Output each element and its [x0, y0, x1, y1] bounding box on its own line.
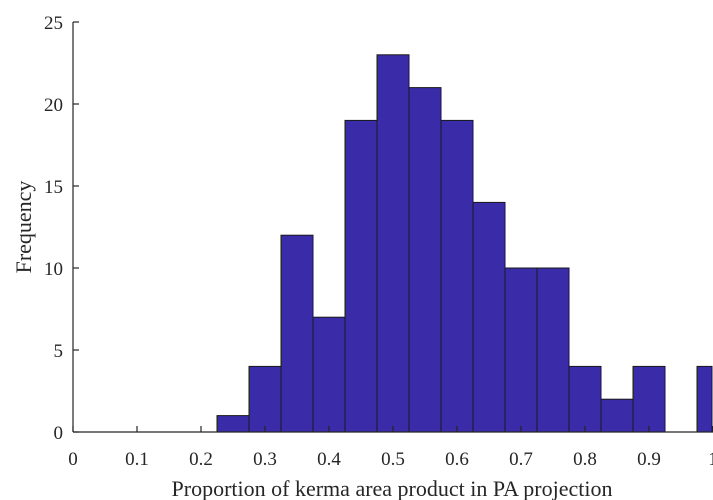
- histogram-bar-5: [376, 54, 410, 433]
- y-tick-label-4: 20: [44, 95, 63, 116]
- y-axis-title: Frequency: [11, 181, 36, 274]
- histogram-bar-1: [248, 365, 282, 433]
- histogram-bar-3: [312, 316, 346, 433]
- histogram-bar-10: [536, 267, 570, 433]
- histogram-bar-9: [504, 267, 538, 433]
- x-tick-label-3: 0.3: [253, 449, 277, 470]
- y-axis-ticks: 0 5 10 15 20 25: [44, 13, 79, 444]
- histogram-bars: [216, 54, 713, 433]
- histogram-bar-11: [568, 365, 602, 433]
- x-tick-label-8: 0.8: [573, 449, 597, 470]
- x-tick-label-1: 0.1: [125, 449, 149, 470]
- x-tick-label-0: 0: [68, 449, 78, 470]
- x-tick-label-4: 0.4: [317, 449, 341, 470]
- histogram-bar-8: [472, 201, 506, 433]
- x-axis-ticks: 0 0.1 0.2 0.3 0.4 0.5 0.6 0.7 0.8 0.9 1: [68, 426, 713, 470]
- histogram-bar-13: [632, 365, 666, 433]
- histogram-bar-2: [280, 234, 314, 433]
- x-tick-label-5: 0.5: [381, 449, 405, 470]
- y-tick-label-0: 0: [54, 423, 64, 444]
- y-tick-label-1: 5: [54, 341, 64, 362]
- histogram-bar-12: [600, 398, 634, 433]
- x-tick-label-10: 1: [708, 449, 713, 470]
- histogram-bar-4: [344, 119, 378, 433]
- histogram-bar-0: [216, 415, 250, 433]
- histogram-bar-6: [408, 87, 442, 433]
- histogram-bar-7: [440, 119, 474, 433]
- x-tick-label-2: 0.2: [189, 449, 213, 470]
- y-tick-label-3: 15: [44, 177, 63, 198]
- x-axis-title: Proportion of kerma area product in PA p…: [172, 476, 613, 500]
- histogram-bar-15: [696, 365, 713, 433]
- x-tick-label-9: 0.9: [637, 449, 661, 470]
- x-tick-label-7: 0.7: [509, 449, 533, 470]
- y-tick-label-5: 25: [44, 13, 63, 34]
- y-tick-label-2: 10: [44, 259, 63, 280]
- x-tick-label-6: 0.6: [445, 449, 469, 470]
